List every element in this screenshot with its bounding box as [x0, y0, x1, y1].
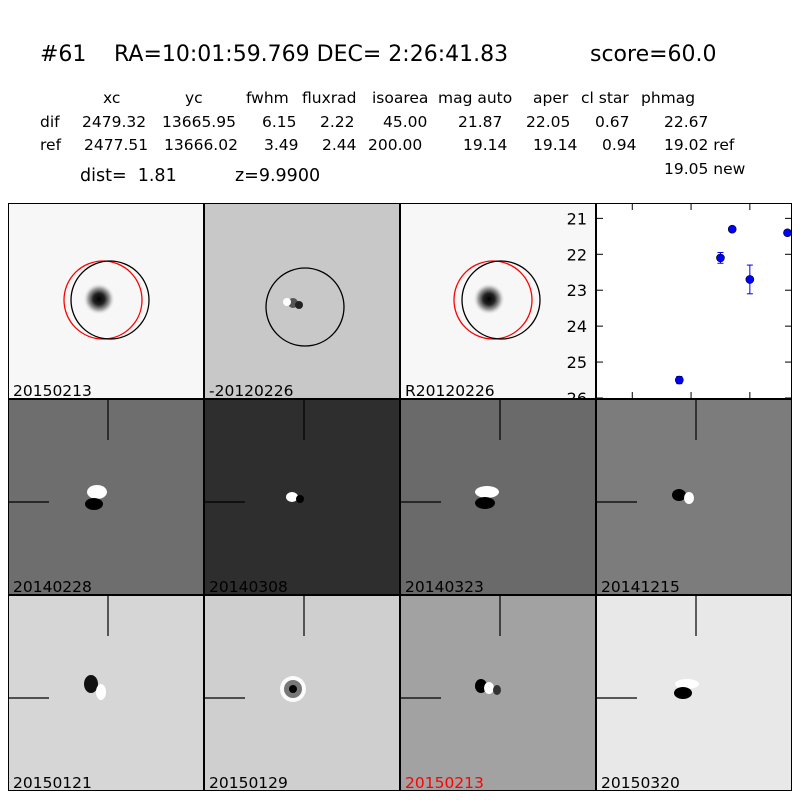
cutout-label: 20140323	[405, 578, 484, 595]
ref-mag-auto: 19.14	[463, 136, 508, 154]
cutout-image	[9, 596, 203, 790]
col-cl-star: cl star	[581, 89, 629, 107]
dif-aper: 22.05	[526, 113, 571, 131]
ref-fwhm: 3.49	[264, 136, 299, 154]
title-coords: RA=10:01:59.769 DEC= 2:26:41.83	[114, 42, 509, 67]
col-fluxrad: fluxrad	[302, 89, 357, 107]
dif-cl-star: 0.67	[595, 113, 630, 131]
col-yc: yc	[185, 89, 203, 107]
cutout-panel: 20150320	[596, 595, 792, 791]
title-id: #61	[40, 42, 87, 67]
dif-isoarea: 45.00	[383, 113, 428, 131]
cutout-panel: 20150121	[8, 595, 204, 791]
y-tick-label: 23	[567, 281, 587, 300]
title-score: score=60.0	[590, 42, 717, 67]
dif-yc: 13665.95	[162, 113, 236, 131]
col-fwhm: fwhm	[246, 89, 289, 107]
data-point	[675, 375, 684, 385]
cutout-image	[9, 204, 203, 398]
cutout-panel: 20140323	[400, 399, 596, 595]
y-tick-label: 25	[567, 353, 587, 372]
ref-phmag: 19.02 ref	[664, 136, 735, 154]
col-isoarea: isoarea	[372, 89, 429, 107]
dif-mag-auto: 21.87	[458, 113, 503, 131]
dif-xc: 2479.32	[82, 113, 147, 131]
cutout-panel: 20150129	[204, 595, 400, 791]
y-tick-label: 24	[567, 317, 587, 336]
col-phmag: phmag	[641, 89, 696, 107]
cutout-label: 20150213	[13, 382, 92, 399]
ref-isoarea: 200.00	[368, 136, 423, 154]
ref-fluxrad: 2.44	[322, 136, 357, 154]
cutout-image	[597, 400, 791, 594]
cutout-panel: 20140228	[8, 399, 204, 595]
cutout-grid: 20150213 -20120226 R20120226	[8, 203, 794, 793]
cutout-label: -20120226	[209, 382, 294, 399]
col-aper: aper	[533, 89, 569, 107]
cutout-label: 20140228	[13, 578, 92, 595]
dif-fluxrad: 2.22	[320, 113, 355, 131]
dif-label: dif	[40, 113, 60, 131]
cutout-label: 20150320	[601, 774, 680, 791]
y-tick-label: 22	[567, 245, 587, 264]
cutout-image	[401, 204, 595, 398]
cutout-panel: R20120226	[400, 203, 596, 399]
cutout-panel: 20150213	[400, 595, 596, 791]
cutout-image	[401, 596, 595, 790]
y-tick-label: 21	[567, 209, 587, 228]
col-mag-auto: mag auto	[438, 89, 513, 107]
cutout-label: 20150129	[209, 774, 288, 791]
dif-fwhm: 6.15	[262, 113, 297, 131]
ref-yc: 13666.02	[164, 136, 238, 154]
ref-label: ref	[40, 136, 62, 154]
cutout-label: 20150213	[405, 774, 484, 791]
dist-value: dist= 1.81	[80, 166, 177, 186]
cutout-label: R20120226	[405, 382, 495, 399]
ref-cl-star: 0.94	[602, 136, 637, 154]
z-value: z=9.9900	[235, 166, 321, 186]
cutout-image	[9, 400, 203, 594]
cutout-panel: 20140308	[204, 399, 400, 595]
cutout-panel: -20120226	[204, 203, 400, 399]
cutout-image	[205, 400, 399, 594]
cutout-image	[205, 596, 399, 790]
cutout-panel: 20150213	[8, 203, 204, 399]
ref-aper: 19.14	[533, 136, 578, 154]
dif-phmag: 22.67	[664, 113, 709, 131]
data-point	[716, 253, 725, 263]
cutout-label: 20140308	[209, 578, 288, 595]
cutout-image	[205, 204, 399, 398]
cutout-image	[597, 596, 791, 790]
cutout-image	[401, 400, 595, 594]
cutout-label: 20141215	[601, 578, 680, 595]
cutout-panel: 20141215	[596, 399, 792, 595]
cutout-label: 20150121	[13, 774, 92, 791]
data-point	[727, 224, 737, 234]
new-mag: 19.05 new	[664, 160, 746, 178]
data-point	[745, 275, 755, 284]
ref-xc: 2477.51	[84, 136, 149, 154]
data-point	[783, 228, 792, 238]
col-xc: xc	[103, 89, 121, 107]
